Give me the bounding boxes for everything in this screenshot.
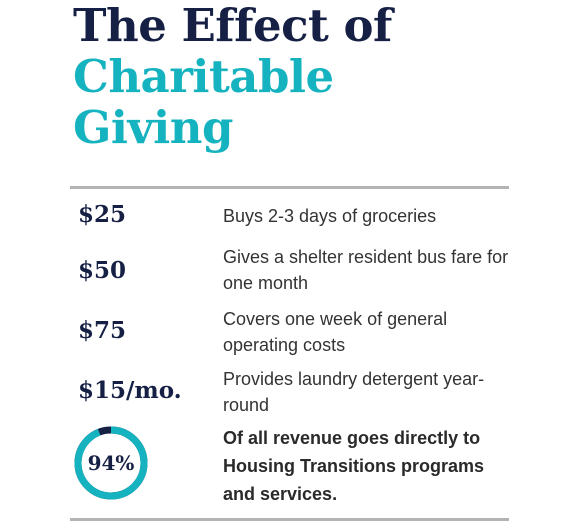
amount-description: Gives a shelter resident bus fare for on… (223, 247, 509, 293)
title-line-3: Giving (73, 101, 233, 154)
title-line-2: Charitable (73, 50, 334, 103)
percent-ring: 94% (74, 426, 148, 500)
amount-label: $50 (78, 257, 127, 284)
infographic-title: The Effect of Charitable Giving (73, 0, 392, 153)
amount-label: $25 (78, 201, 127, 228)
progress-ring-icon (74, 426, 148, 500)
amount-description: Covers one week of general operating cos… (223, 309, 448, 355)
percent-label: 94% (87, 451, 135, 475)
stat-description: Of all revenue goes directly to Housing … (223, 428, 485, 504)
amount-label: $15/mo. (78, 377, 182, 404)
bottom-divider (70, 518, 509, 521)
amount-description: Provides laundry detergent year-round (223, 369, 485, 415)
amount-label: $75 (78, 317, 127, 344)
amount-description: Buys 2-3 days of groceries (223, 206, 437, 226)
title-line-1: The Effect of (73, 0, 392, 52)
top-divider (70, 186, 509, 189)
